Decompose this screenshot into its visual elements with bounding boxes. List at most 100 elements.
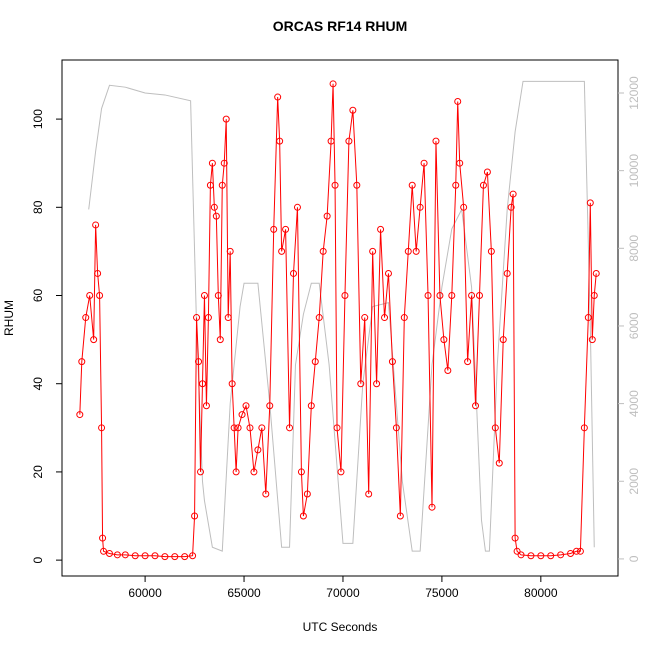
y-tick-label: 0 xyxy=(31,556,45,563)
data-point xyxy=(99,534,107,542)
data-point xyxy=(258,424,266,432)
data-point xyxy=(262,490,270,498)
data-point xyxy=(327,137,335,145)
data-point xyxy=(576,547,584,555)
data-point xyxy=(92,221,100,229)
data-point xyxy=(206,181,214,189)
data-point xyxy=(388,358,396,366)
y-axis-label: RHUM xyxy=(2,300,16,336)
data-point xyxy=(509,190,517,198)
data-point xyxy=(428,503,436,511)
data-point xyxy=(82,314,90,322)
data-point xyxy=(412,247,420,255)
data-point xyxy=(232,468,240,476)
data-point xyxy=(151,552,159,560)
data-point xyxy=(254,446,262,454)
data-point xyxy=(315,314,323,322)
data-point xyxy=(278,247,286,255)
data-point xyxy=(141,552,149,560)
data-point xyxy=(345,137,353,145)
data-point xyxy=(436,292,444,300)
data-point xyxy=(479,181,487,189)
data-point xyxy=(299,512,307,520)
data-point xyxy=(475,292,483,300)
data-point xyxy=(212,212,220,220)
data-point xyxy=(420,159,428,167)
data-point xyxy=(416,203,424,211)
x-axis-label: UTC Seconds xyxy=(303,620,378,634)
series-line xyxy=(79,83,597,558)
data-point xyxy=(96,292,104,300)
data-point xyxy=(472,402,480,410)
chart-title: ORCAS RF14 RHUM xyxy=(273,18,408,34)
data-point xyxy=(592,269,600,277)
data-point xyxy=(353,181,361,189)
data-point xyxy=(100,547,108,555)
data-point xyxy=(131,552,139,560)
data-point xyxy=(329,80,337,88)
x-tick-label: 65000 xyxy=(227,586,261,600)
data-point xyxy=(226,247,234,255)
data-point xyxy=(365,490,373,498)
data-point xyxy=(333,424,341,432)
data-point xyxy=(218,181,226,189)
data-point xyxy=(195,358,203,366)
data-point xyxy=(444,366,452,374)
data-point xyxy=(171,553,179,561)
y-tick-label: 80 xyxy=(31,200,45,214)
data-point xyxy=(584,314,592,322)
data-point xyxy=(242,402,250,410)
y2-tick-label: 4000 xyxy=(627,390,641,417)
data-point xyxy=(220,159,228,167)
data-point xyxy=(384,269,392,277)
data-point xyxy=(381,314,389,322)
data-point xyxy=(191,512,199,520)
data-point xyxy=(214,292,222,300)
data-point xyxy=(105,550,113,558)
plot-box xyxy=(61,59,619,577)
data-point xyxy=(503,269,511,277)
data-point xyxy=(369,247,377,255)
data-point xyxy=(499,336,507,344)
data-point xyxy=(487,247,495,255)
data-point xyxy=(361,314,369,322)
y2-tick-label: 10000 xyxy=(627,154,641,188)
data-point xyxy=(228,380,236,388)
y-tick-label: 60 xyxy=(31,289,45,303)
data-point xyxy=(200,292,208,300)
data-point xyxy=(98,424,106,432)
data-point xyxy=(216,336,224,344)
y2-tick-label: 6000 xyxy=(627,312,641,339)
data-point xyxy=(341,292,349,300)
data-point xyxy=(238,411,246,419)
data-point xyxy=(572,547,580,555)
data-point xyxy=(377,225,385,233)
data-point xyxy=(246,424,254,432)
y-tick-label: 40 xyxy=(31,377,45,391)
data-point xyxy=(189,552,197,560)
data-point xyxy=(290,269,298,277)
data-point xyxy=(303,490,311,498)
data-point xyxy=(76,411,84,419)
data-point xyxy=(440,336,448,344)
data-point xyxy=(311,358,319,366)
data-point xyxy=(78,358,86,366)
data-point xyxy=(331,181,339,189)
data-point xyxy=(454,97,462,105)
data-point xyxy=(537,552,545,560)
y2-tick-label: 2000 xyxy=(627,468,641,495)
data-point xyxy=(297,468,305,476)
data-point xyxy=(224,314,232,322)
y-tick-label: 20 xyxy=(31,465,45,479)
data-point xyxy=(193,314,201,322)
data-point xyxy=(293,203,301,211)
x-tick-label: 70000 xyxy=(326,586,360,600)
data-point xyxy=(349,106,357,114)
data-point xyxy=(507,203,515,211)
data-point xyxy=(94,269,102,277)
data-point xyxy=(230,424,238,432)
series-line xyxy=(88,80,595,552)
data-point xyxy=(483,168,491,176)
data-point xyxy=(511,534,519,542)
